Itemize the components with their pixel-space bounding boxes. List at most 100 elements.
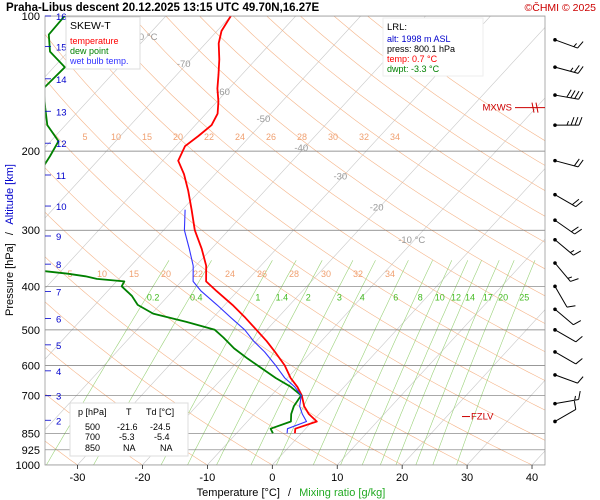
- isotherm-line: [45, 16, 167, 148]
- altitude-tick-label: 4: [56, 367, 61, 378]
- wind-barb-flag: [566, 305, 576, 308]
- wind-barb: [553, 65, 584, 74]
- mixing-ratio-label: 3: [337, 292, 342, 302]
- isotherm-line: [207, 97, 545, 465]
- altitude-tick-label: 9: [56, 232, 61, 243]
- x-axis-title: Temperature [°C] / Mixing ratio [g/kg]: [197, 487, 386, 499]
- legend-item-temperature: temperature: [70, 36, 119, 46]
- mixing-ratio-label: 17: [483, 292, 493, 302]
- stats-header-t: T: [126, 407, 132, 417]
- svg-text:Temperature [°C] /: Temperature [°C] / Mixing ratio [g/kg]: [197, 487, 386, 499]
- dry-adiabat-line: [45, 33, 545, 411]
- wind-barb-flag: [574, 228, 582, 235]
- wind-barb: [553, 373, 584, 384]
- wind-barb: [553, 237, 582, 256]
- mixing-ratio-label: 24: [235, 132, 245, 142]
- mixing-ratio-line: [216, 260, 323, 465]
- wind-barb-flag: [573, 400, 577, 410]
- mixing-ratio-label: 20: [161, 269, 171, 279]
- mixing-ratio-label: 12: [451, 292, 461, 302]
- mixing-ratio-label: 0.4: [190, 292, 203, 302]
- wind-barb: [553, 390, 581, 406]
- wind-barb-flag: [570, 278, 579, 282]
- mixing-ratio-line: [361, 260, 453, 465]
- wind-barb-dot: [553, 123, 557, 127]
- temperature-tick-label: 20: [396, 472, 408, 484]
- isotherm-label: -30: [333, 171, 347, 182]
- pressure-tick-label: 925: [22, 445, 40, 457]
- wind-barb-staff: [554, 160, 579, 168]
- wind-barb: [553, 158, 584, 168]
- wind-barb: [553, 307, 582, 326]
- mixing-ratio-line: [380, 260, 469, 465]
- lrl-altitude: alt: 1998 m ASL: [387, 34, 451, 44]
- mixing-ratio-line: [187, 260, 297, 465]
- mixing-ratio-label: 1.4: [276, 292, 289, 302]
- wind-barb-flag: [575, 358, 583, 365]
- wind-barb-flag: [573, 250, 582, 256]
- wind-barb-flag: [566, 120, 569, 126]
- isotherm-label: -80 °C: [130, 32, 157, 43]
- wind-barb-flag: [578, 390, 581, 400]
- mixing-ratio-label: 28: [289, 269, 299, 279]
- wind-barb-staff: [554, 66, 579, 74]
- wind-barb-flag: [567, 276, 573, 279]
- stats-cell: -21.6: [117, 422, 138, 432]
- wind-barb: [553, 38, 584, 49]
- x-axis-label-2: Mixing ratio [g/kg]: [299, 487, 385, 499]
- mixing-ratio-label: 10: [97, 269, 107, 279]
- lrl-title: LRL:: [387, 22, 407, 33]
- mixing-ratio-label: 22: [204, 132, 214, 142]
- wind-barb-dot: [553, 93, 557, 97]
- isotherm-line: [142, 26, 545, 465]
- wind-barbs: [553, 38, 584, 424]
- x-axis-label: Temperature [°C]: [197, 487, 280, 499]
- mixing-ratio-label: 26: [257, 269, 267, 279]
- mxws-marker-label: MXWS: [482, 103, 512, 114]
- stats-cell: -24.5: [150, 422, 171, 432]
- legend-item-wet-bulb: wet bulb temp.: [69, 56, 129, 66]
- wind-barb-dot: [553, 158, 557, 163]
- pressure-tick-label: 700: [22, 390, 40, 402]
- wind-barb-dot: [553, 350, 557, 354]
- isotherm-lines: [45, 16, 545, 465]
- mixing-ratio-label: 8: [418, 292, 423, 302]
- mixing-ratio-line: [46, 260, 170, 465]
- lrl-dewpoint: dwpt: -3.3 °C: [387, 64, 440, 74]
- dry-adiabat-line: [64, 16, 545, 381]
- stats-cell: NA: [123, 443, 136, 453]
- wind-barb-staff: [554, 286, 568, 308]
- mixing-ratio-label: 20: [498, 292, 508, 302]
- plot-border: [44, 15, 546, 466]
- dry-adiabat-line: [131, 16, 545, 324]
- mixing-ratio-label: 10: [111, 132, 121, 142]
- wind-barb-flag: [573, 43, 577, 47]
- wind-barb-flag: [575, 200, 583, 208]
- wind-barb-flag: [574, 116, 579, 126]
- mixing-ratio-labels: 0.2 0.4 1 1.4 2 3 4 6 8 10 12 14 17 20 255 10 15 20 22 24 26…: [67, 132, 529, 302]
- wind-barb-flag: [572, 198, 580, 206]
- pressure-tick-label: 100: [22, 11, 40, 23]
- wind-barb-flag: [566, 89, 572, 98]
- wind-barb: [553, 218, 582, 235]
- mixing-ratio-line: [340, 260, 433, 465]
- pressure-axis: 100 200 300 400 500 600 700 850 925 1000: [16, 11, 40, 472]
- stats-table: p [hPa] T Td [°C] 500 -21.6 -24.5 700 -5…: [69, 402, 189, 457]
- mixing-ratio-lines: [46, 260, 536, 465]
- temperature-tick-label: -30: [70, 472, 86, 484]
- altitude-tick-label: 11: [56, 171, 66, 182]
- temperature-tick-label: 10: [331, 472, 343, 484]
- wind-barb-dot: [553, 401, 557, 406]
- mixing-ratio-label: 2: [306, 292, 311, 302]
- mixing-ratio-line: [415, 260, 500, 465]
- altitude-tick-label: 7: [56, 288, 61, 299]
- mixing-ratio-line: [276, 260, 376, 465]
- wind-barb-flag: [574, 90, 580, 99]
- mixing-ratio-label: 22: [193, 269, 203, 279]
- wind-barb-staff: [554, 409, 577, 422]
- mixing-ratio-label: 30: [321, 269, 331, 279]
- mixing-ratio-label: 1: [255, 292, 260, 302]
- isotherm-label: -20: [370, 202, 384, 213]
- mixing-ratio-label: 32: [359, 132, 369, 142]
- wind-barb-dot: [553, 237, 557, 242]
